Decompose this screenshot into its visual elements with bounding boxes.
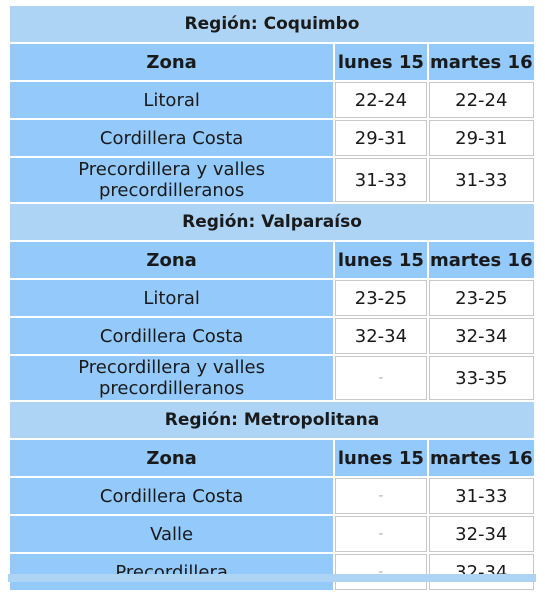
martes-value: 22-24	[428, 82, 534, 118]
column-header-lunes: lunes 15	[335, 440, 427, 476]
martes-value: 23-25	[428, 280, 534, 316]
temperature-table-wrapper: Región: Coquimbo Zona lunes 15 martes 16…	[8, 4, 536, 592]
temperature-table-body: Región: Coquimbo Zona lunes 15 martes 16…	[10, 6, 534, 590]
lunes-value: 32-34	[335, 318, 427, 354]
table-row: Litoral 22-24 22-24	[10, 82, 534, 118]
column-header-zona: Zona	[10, 440, 334, 476]
martes-value: 32-34	[428, 554, 534, 590]
column-header-lunes: lunes 15	[335, 44, 427, 80]
martes-value: 32-34	[428, 516, 534, 552]
lunes-value: -	[335, 554, 427, 590]
martes-value: 31-33	[428, 478, 534, 514]
column-header-martes: martes 16	[428, 440, 534, 476]
zone-cell: Cordillera Costa	[10, 478, 334, 514]
martes-value: 33-35	[428, 356, 534, 400]
column-header-row: Zona lunes 15 martes 16	[10, 440, 534, 476]
zone-cell: Precordillera	[10, 554, 334, 590]
martes-value: 29-31	[428, 120, 534, 156]
next-region-header-edge	[8, 574, 536, 582]
table-row: Cordillera Costa 32-34 32-34	[10, 318, 534, 354]
table-row: Precordillera y valles precordilleranos …	[10, 158, 534, 202]
zone-cell: Cordillera Costa	[10, 120, 334, 156]
zone-cell: Valle	[10, 516, 334, 552]
column-header-row: Zona lunes 15 martes 16	[10, 242, 534, 278]
column-header-martes: martes 16	[428, 44, 534, 80]
zone-cell: Litoral	[10, 280, 334, 316]
lunes-value: 23-25	[335, 280, 427, 316]
region-title: Región: Coquimbo	[10, 6, 534, 42]
martes-value: 31-33	[428, 158, 534, 202]
region-header-row: Región: Valparaíso	[10, 204, 534, 240]
lunes-value: -	[335, 478, 427, 514]
column-header-zona: Zona	[10, 242, 334, 278]
table-row: Litoral 23-25 23-25	[10, 280, 534, 316]
region-title: Región: Valparaíso	[10, 204, 534, 240]
column-header-zona: Zona	[10, 44, 334, 80]
temperature-table: Región: Coquimbo Zona lunes 15 martes 16…	[8, 4, 536, 592]
lunes-value: 31-33	[335, 158, 427, 202]
lunes-value: 22-24	[335, 82, 427, 118]
lunes-value: 29-31	[335, 120, 427, 156]
table-row: Precordillera - 32-34	[10, 554, 534, 590]
table-row: Valle - 32-34	[10, 516, 534, 552]
table-row: Cordillera Costa 29-31 29-31	[10, 120, 534, 156]
martes-value: 32-34	[428, 318, 534, 354]
column-header-row: Zona lunes 15 martes 16	[10, 44, 534, 80]
column-header-martes: martes 16	[428, 242, 534, 278]
zone-cell: Precordillera y valles precordilleranos	[10, 356, 334, 400]
zone-cell: Precordillera y valles precordilleranos	[10, 158, 334, 202]
region-header-row: Región: Coquimbo	[10, 6, 534, 42]
lunes-value: -	[335, 356, 427, 400]
zone-cell: Litoral	[10, 82, 334, 118]
region-title: Región: Metropolitana	[10, 402, 534, 438]
region-header-row: Región: Metropolitana	[10, 402, 534, 438]
lunes-value: -	[335, 516, 427, 552]
table-row: Cordillera Costa - 31-33	[10, 478, 534, 514]
zone-cell: Cordillera Costa	[10, 318, 334, 354]
column-header-lunes: lunes 15	[335, 242, 427, 278]
table-row: Precordillera y valles precordilleranos …	[10, 356, 534, 400]
